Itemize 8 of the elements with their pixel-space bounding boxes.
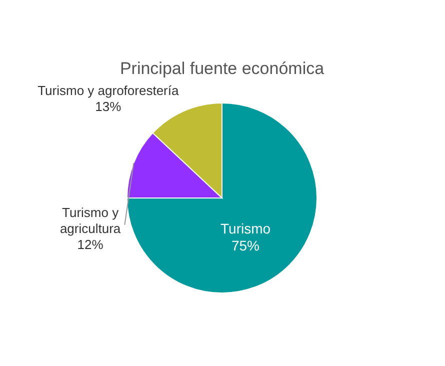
data-label: 75% xyxy=(231,238,260,254)
slice-label: Turismo xyxy=(220,220,271,237)
data-label: 12% xyxy=(77,236,104,252)
data-label: 13% xyxy=(95,98,122,114)
slice-label: Turismo y agroforestería xyxy=(38,82,180,98)
slice-label: Turismo y agricultura xyxy=(60,204,122,236)
pie-slice xyxy=(126,102,318,294)
chart-title: Principal fuente económica xyxy=(120,59,325,78)
